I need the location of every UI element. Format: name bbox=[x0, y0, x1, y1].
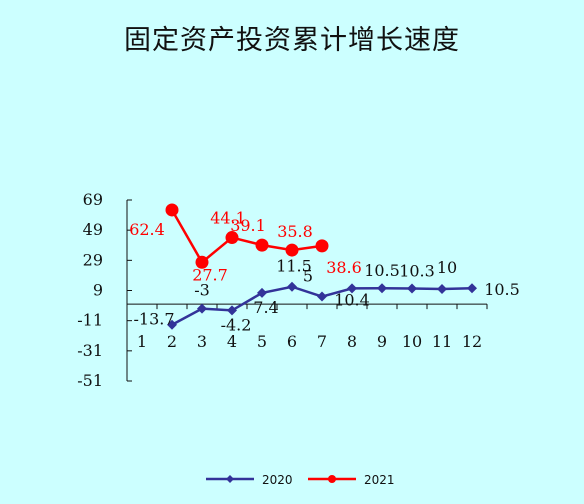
data-label-2021: 27.7 bbox=[192, 265, 228, 284]
data-point-2021 bbox=[195, 255, 209, 269]
x-tick-label: 6 bbox=[287, 332, 297, 351]
y-tick-label: -31 bbox=[77, 341, 103, 360]
x-tick-label: 3 bbox=[197, 332, 207, 351]
chart-title: 固定资产投资累计增长速度 bbox=[124, 25, 460, 56]
data-point-2020 bbox=[167, 319, 177, 330]
data-label-2020: 10.3 bbox=[399, 262, 435, 281]
data-point-2020 bbox=[347, 283, 357, 294]
x-tick-label: 5 bbox=[257, 332, 267, 351]
data-point-2021 bbox=[255, 238, 269, 252]
y-tick-label: 69 bbox=[83, 190, 103, 209]
y-tick-label: 9 bbox=[93, 281, 103, 300]
x-tick-label: 1 bbox=[137, 332, 147, 351]
legend-marker-2020 bbox=[226, 475, 234, 483]
data-point-2020 bbox=[287, 281, 297, 292]
x-tick-label: 12 bbox=[462, 332, 482, 351]
data-label-2021: 44.1 bbox=[210, 209, 246, 228]
data-point-2020 bbox=[467, 283, 477, 294]
data-point-2020 bbox=[197, 303, 207, 314]
data-label-2020: 7.4 bbox=[253, 298, 278, 317]
legend-label-2020: 2020 bbox=[262, 473, 293, 487]
data-label-2021: 38.6 bbox=[326, 258, 362, 277]
data-label-2020: 5 bbox=[303, 267, 313, 286]
x-tick-label: 4 bbox=[227, 332, 237, 351]
data-point-2020 bbox=[227, 305, 237, 316]
y-tick-label: -51 bbox=[77, 371, 103, 390]
data-point-2020 bbox=[377, 283, 387, 294]
data-label-2021: 62.4 bbox=[129, 220, 165, 239]
data-label-2020: 10 bbox=[437, 258, 457, 277]
data-label-2020: -13.7 bbox=[133, 310, 174, 329]
data-point-2020 bbox=[437, 283, 447, 294]
x-tick-label: 9 bbox=[377, 332, 387, 351]
data-point-2020 bbox=[317, 291, 327, 302]
legend-label-2021: 2021 bbox=[364, 473, 395, 487]
data-label-2020: 10.5 bbox=[484, 280, 520, 299]
y-tick-label: -11 bbox=[77, 311, 103, 330]
data-label-2020: -4.2 bbox=[221, 315, 252, 334]
data-point-2021 bbox=[165, 203, 179, 217]
data-label-2020: -3 bbox=[194, 281, 210, 300]
data-point-2021 bbox=[285, 243, 299, 257]
x-tick-label: 11 bbox=[432, 332, 452, 351]
legend-marker-2021 bbox=[328, 475, 336, 483]
x-tick-label: 7 bbox=[317, 332, 327, 351]
data-label-2020: 10.4 bbox=[334, 290, 370, 309]
data-label-2020: 11.5 bbox=[276, 257, 312, 276]
y-tick-label: 49 bbox=[83, 220, 103, 239]
x-tick-label: 10 bbox=[402, 332, 422, 351]
data-point-2021 bbox=[315, 239, 329, 253]
data-label-2021: 35.8 bbox=[277, 222, 313, 241]
x-tick-label: 8 bbox=[347, 332, 357, 351]
data-point-2020 bbox=[407, 283, 417, 294]
data-label-2021: 39.1 bbox=[230, 216, 266, 235]
y-tick-label: 29 bbox=[83, 250, 103, 269]
data-point-2020 bbox=[257, 287, 267, 298]
x-tick-label: 2 bbox=[167, 332, 177, 351]
data-label-2020: 10.5 bbox=[364, 261, 400, 280]
data-point-2021 bbox=[225, 231, 239, 245]
